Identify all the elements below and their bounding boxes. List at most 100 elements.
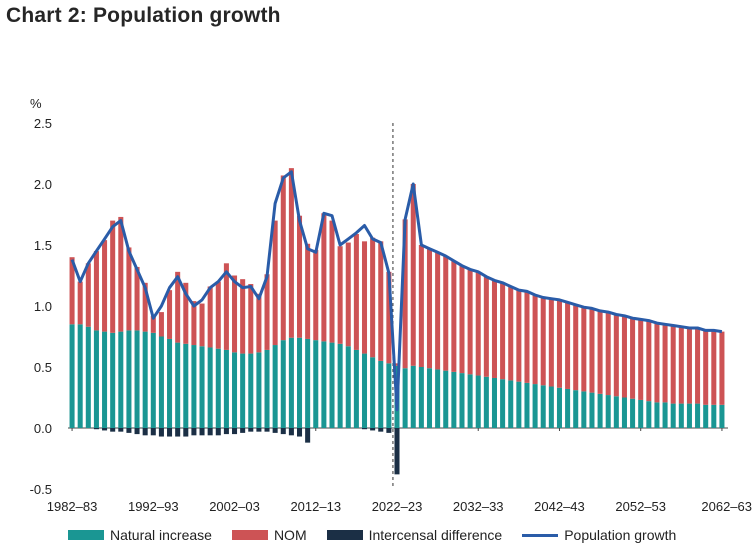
bar-nom: [605, 312, 611, 396]
bar-nom: [313, 249, 319, 341]
bar-natural-increase: [158, 336, 164, 428]
bar-nom: [142, 282, 148, 332]
bars: [69, 168, 725, 475]
y-axis-label: %: [30, 96, 42, 111]
bar-intercensal-difference: [183, 428, 189, 437]
bar-natural-increase: [621, 397, 627, 428]
bar-intercensal-difference: [102, 428, 108, 431]
bar-natural-increase: [459, 373, 465, 428]
bar-intercensal-difference: [256, 428, 262, 432]
bar-intercensal-difference: [158, 428, 164, 437]
bar-nom: [386, 271, 392, 364]
bar-nom: [337, 246, 343, 344]
x-tick-label: 2002–03: [209, 499, 260, 514]
bar-nom: [93, 251, 99, 331]
bar-nom: [402, 219, 408, 369]
bar-nom: [451, 260, 457, 372]
bar-nom: [459, 265, 465, 374]
bar-nom: [638, 319, 644, 400]
bar-nom: [686, 327, 692, 404]
bar-nom: [565, 302, 571, 389]
bar-natural-increase: [297, 337, 303, 428]
bar-nom: [621, 315, 627, 398]
bar-natural-increase: [134, 330, 140, 428]
bar-nom: [516, 290, 522, 382]
bar-nom: [345, 242, 351, 347]
bar-nom: [556, 299, 562, 388]
bar-nom: [288, 168, 294, 338]
bar-intercensal-difference: [215, 428, 221, 436]
legend-swatch-nom: [231, 530, 268, 540]
bar-natural-increase: [69, 324, 75, 428]
bar-natural-increase: [646, 401, 652, 428]
bar-nom: [719, 331, 725, 405]
bar-natural-increase: [305, 338, 311, 428]
bar-nom: [150, 315, 156, 333]
bar-natural-increase: [500, 379, 506, 428]
bar-intercensal-difference: [223, 428, 229, 435]
bar-nom: [134, 266, 140, 331]
bar-nom: [305, 243, 311, 339]
bar-natural-increase: [630, 398, 636, 428]
bar-intercensal-difference: [93, 428, 99, 430]
bar-nom: [695, 327, 701, 404]
bar-natural-increase: [410, 365, 416, 428]
bar-natural-increase: [191, 345, 197, 428]
bar-nom: [589, 308, 595, 393]
bar-natural-increase: [85, 326, 91, 428]
bar-natural-increase: [321, 341, 327, 428]
legend-label-population-growth: Population growth: [564, 527, 677, 543]
bar-natural-increase: [361, 353, 368, 428]
bar-intercensal-difference: [361, 428, 368, 430]
bar-nom: [678, 326, 684, 404]
bar-natural-increase: [540, 385, 546, 428]
bar-intercensal-difference: [110, 428, 116, 432]
bar-natural-increase: [451, 371, 457, 428]
legend-label-natural-increase: Natural increase: [110, 527, 212, 543]
bar-natural-increase: [703, 404, 709, 428]
bar-natural-increase: [110, 332, 116, 428]
bar-nom: [223, 263, 229, 350]
y-tick-label: 1.5: [34, 238, 52, 253]
bar-nom: [524, 291, 530, 383]
bar-nom: [215, 281, 221, 349]
x-tick-label: 1992–93: [128, 499, 179, 514]
bar-natural-increase: [240, 353, 246, 428]
y-tick-label: 0.0: [34, 421, 52, 436]
bar-nom: [491, 280, 497, 378]
bar-nom: [378, 241, 384, 361]
bar-nom: [272, 220, 278, 346]
chart-title: Chart 2: Population growth: [6, 4, 281, 27]
bar-natural-increase: [329, 342, 335, 428]
bar-nom: [118, 216, 124, 332]
bar-natural-increase: [337, 343, 343, 428]
bar-natural-increase: [556, 387, 562, 428]
bar-natural-increase: [654, 402, 660, 428]
bar-nom: [110, 220, 116, 333]
legend-item-population-growth: Population growth: [522, 527, 676, 543]
bar-natural-increase: [581, 391, 587, 428]
bar-intercensal-difference: [191, 428, 197, 436]
bar-nom: [662, 324, 668, 403]
bar-nom: [248, 284, 254, 354]
bar-natural-increase: [678, 403, 684, 428]
bar-natural-increase: [719, 404, 725, 428]
bar-nom: [540, 297, 546, 386]
bar-natural-increase: [686, 403, 692, 428]
x-tick-label: 2032–33: [453, 499, 504, 514]
bar-natural-increase: [695, 403, 701, 428]
bar-natural-increase: [102, 331, 108, 428]
x-tick-label: 1982–83: [47, 499, 98, 514]
bar-natural-increase: [223, 349, 229, 428]
bar-natural-increase: [508, 380, 514, 428]
bar-natural-increase: [386, 363, 392, 428]
bar-nom: [77, 281, 83, 325]
bar-natural-increase: [126, 330, 132, 428]
bar-nom: [183, 282, 189, 344]
bar-nom: [102, 240, 108, 332]
legend: Natural increase NOM Intercensal differe…: [68, 524, 696, 546]
bar-nom: [256, 293, 262, 353]
bar-nom: [630, 318, 636, 399]
bar-nom: [370, 237, 376, 358]
